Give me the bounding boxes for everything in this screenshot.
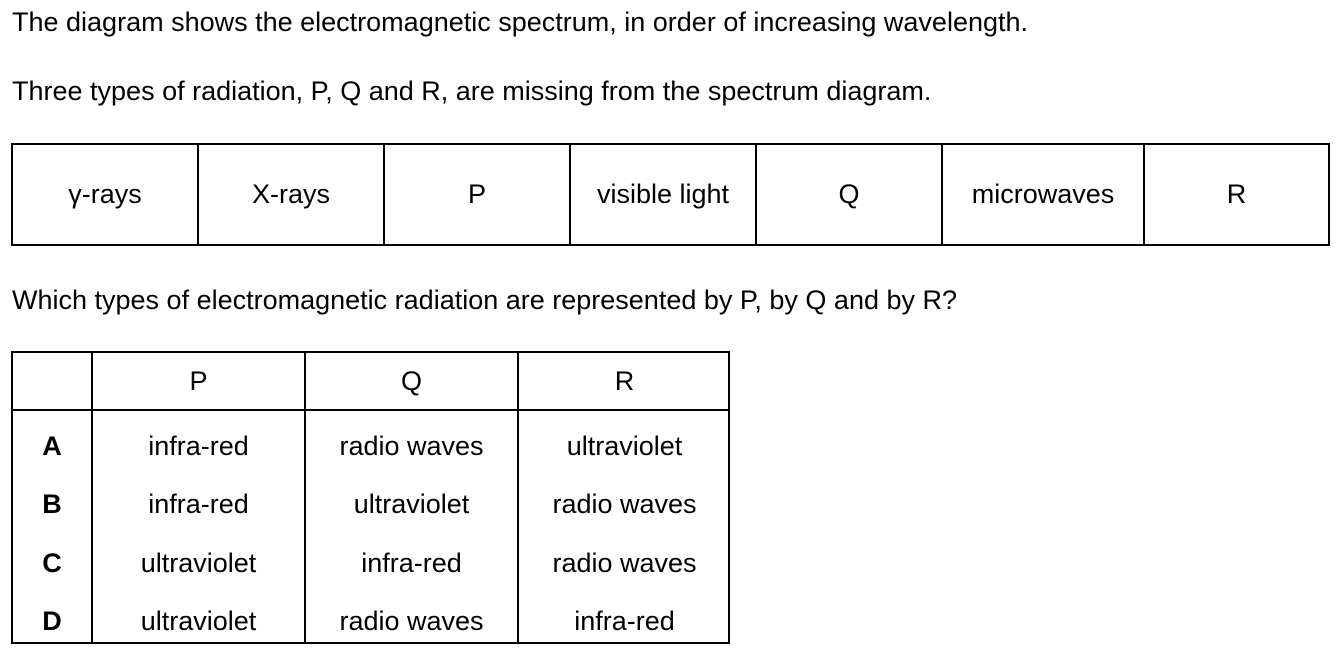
column-divider [304,353,306,642]
intro-text-1: The diagram shows the electromagnetic sp… [12,7,1029,37]
option-letter-c: C [42,547,62,578]
option-a-q: radio waves [339,430,484,461]
header-q: Q [400,365,422,396]
spectrum-cell-visible-light: visible light [571,145,757,244]
intro-text-2: Three types of radiation, P, Q and R, ar… [12,76,932,106]
option-b-p: infra-red [148,488,249,519]
option-letter-b: B [42,488,62,519]
option-b-r: radio waves [552,488,697,519]
option-d-p: ultraviolet [140,605,257,636]
column-divider [91,353,93,642]
option-letter-d: D [42,605,62,636]
column-divider [517,353,519,642]
spectrum-cell-q: Q [757,145,943,244]
options-table: P Q R A infra-red radio waves ultraviole… [11,351,730,644]
spectrum-cell-gamma-rays: γ-rays [13,145,199,244]
header-p: P [189,365,208,396]
spectrum-cell-r: R [1226,179,1247,209]
spectrum-diagram: γ-rays X-rays P visible light Q microwav… [11,143,1330,246]
option-d-r: infra-red [574,605,675,636]
option-c-q: infra-red [361,547,462,578]
option-letter-a: A [42,430,62,461]
option-d-q: radio waves [339,605,484,636]
spectrum-cell-microwaves: microwaves [943,145,1145,244]
option-c-p: ultraviolet [140,547,257,578]
option-c-r: radio waves [552,547,697,578]
header-divider [13,409,728,411]
header-r: R [614,365,635,396]
option-a-r: ultraviolet [566,430,683,461]
option-b-q: ultraviolet [353,488,470,519]
spectrum-cell-p: P [385,145,571,244]
spectrum-cell-x-rays: X-rays [199,145,385,244]
option-a-p: infra-red [148,430,249,461]
question-text: Which types of electromagnetic radiation… [12,285,958,315]
